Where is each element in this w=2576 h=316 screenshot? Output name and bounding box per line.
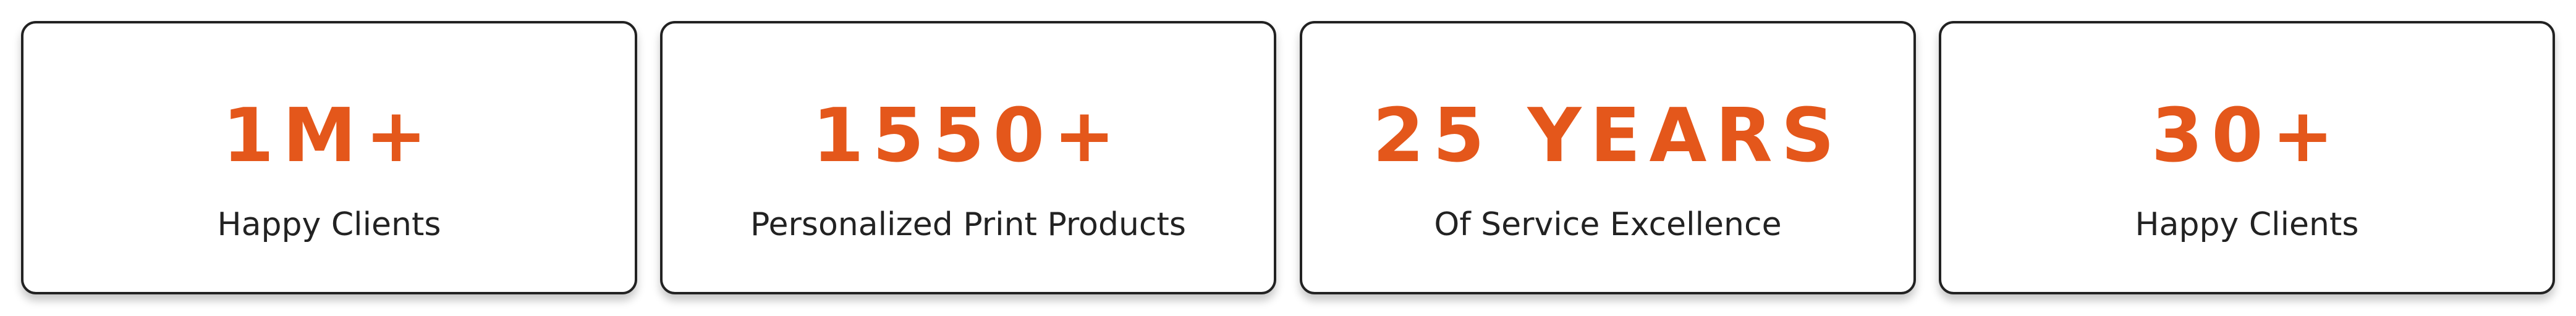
stat-value: 30+ bbox=[2151, 93, 2343, 179]
stat-value: 1550+ bbox=[812, 93, 1124, 179]
stat-label: Happy Clients bbox=[2135, 206, 2359, 243]
stat-label: Happy Clients bbox=[217, 206, 441, 243]
stat-label: Personalized Print Products bbox=[750, 206, 1186, 243]
stat-card-print-products: 1550+ Personalized Print Products bbox=[660, 21, 1276, 294]
stat-card-happy-clients: 1M+ Happy Clients bbox=[21, 21, 637, 294]
stat-card-clients: 30+ Happy Clients bbox=[1939, 21, 2555, 294]
stat-label: Of Service Excellence bbox=[1434, 206, 1782, 243]
stat-value: 25 YEARS bbox=[1372, 93, 1844, 179]
stat-card-years-service: 25 YEARS Of Service Excellence bbox=[1300, 21, 1916, 294]
stat-value: 1M+ bbox=[222, 93, 436, 179]
